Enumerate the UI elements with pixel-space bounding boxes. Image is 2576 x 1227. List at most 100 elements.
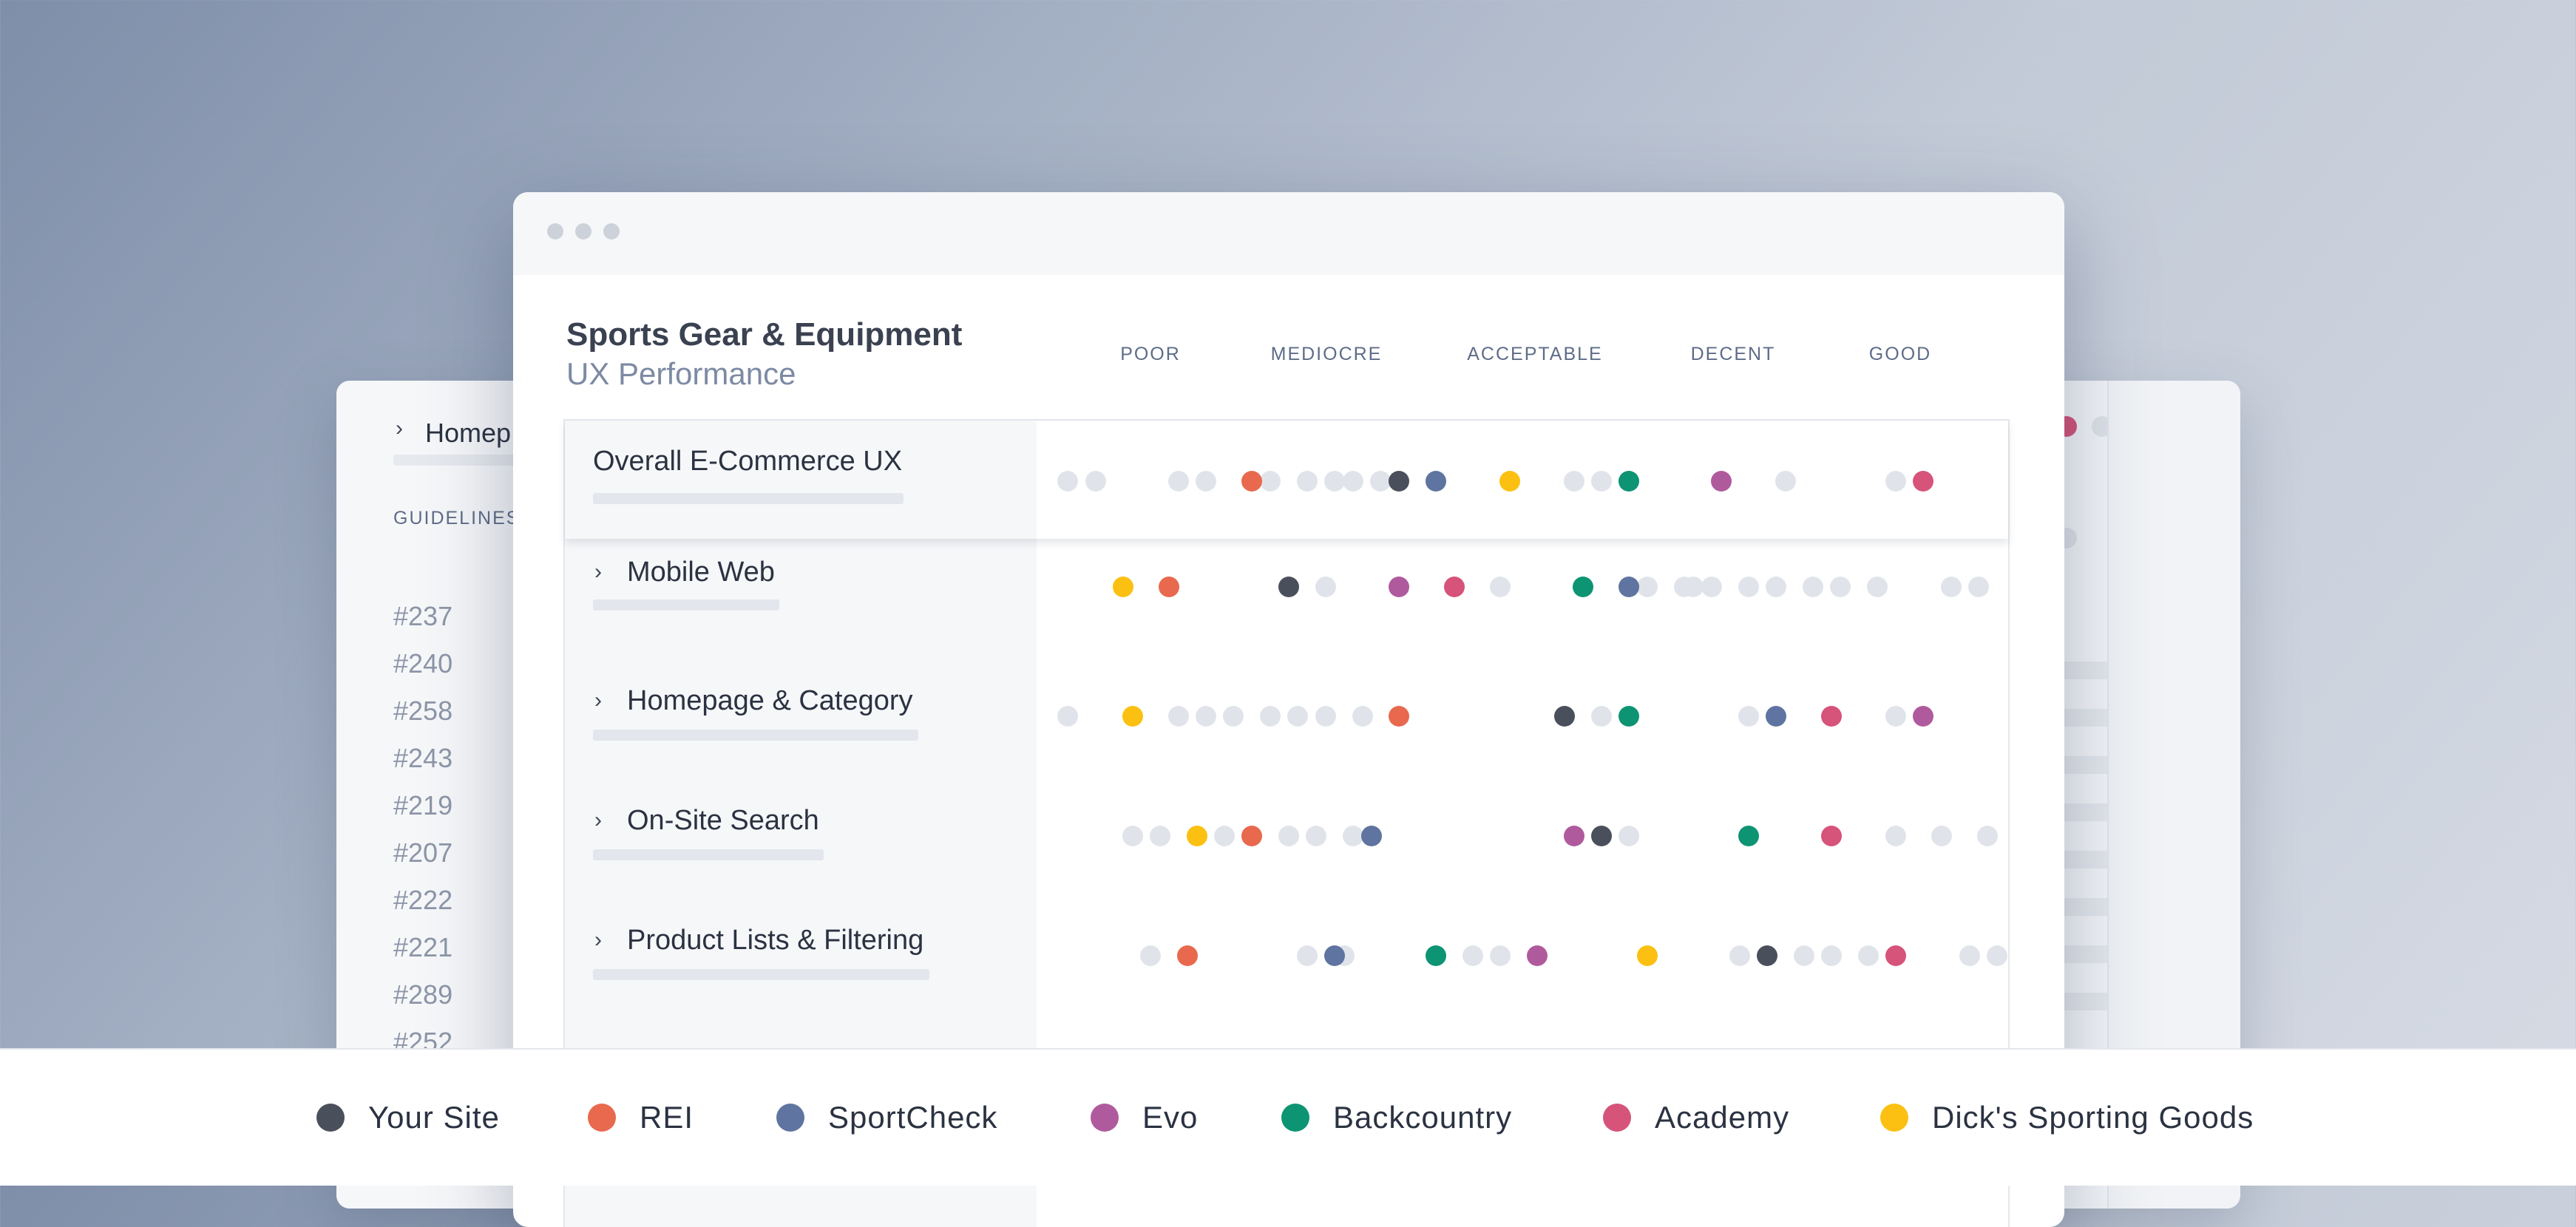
score-dot-dick-s-sporting-goods[interactable] <box>1122 706 1143 727</box>
neutral-score-dot[interactable] <box>1260 471 1281 492</box>
guideline-id[interactable]: #240 <box>393 648 453 679</box>
guideline-id[interactable]: #219 <box>393 790 453 820</box>
guideline-id[interactable]: #221 <box>393 932 453 962</box>
neutral-score-dot[interactable] <box>1085 471 1106 492</box>
neutral-score-dot[interactable] <box>1637 577 1658 597</box>
score-dot-dick-s-sporting-goods[interactable] <box>1186 826 1207 846</box>
neutral-score-dot[interactable] <box>1057 471 1079 492</box>
neutral-score-dot[interactable] <box>1766 577 1787 597</box>
neutral-score-dot[interactable] <box>1590 706 1612 727</box>
neutral-score-dot[interactable] <box>1352 706 1373 727</box>
neutral-score-dot[interactable] <box>1563 471 1584 492</box>
score-dot-sportcheck[interactable] <box>1324 945 1346 966</box>
neutral-score-dot[interactable] <box>1968 577 1989 597</box>
neutral-score-dot[interactable] <box>1213 826 1235 846</box>
neutral-score-dot[interactable] <box>1122 826 1143 846</box>
score-dot-evo[interactable] <box>1563 826 1584 846</box>
score-dot-backcountry[interactable] <box>1738 826 1759 846</box>
neutral-score-dot[interactable] <box>1940 577 1962 597</box>
neutral-score-dot[interactable] <box>1729 945 1750 966</box>
score-dot-rei[interactable] <box>1159 577 1180 597</box>
chevron-right-icon[interactable]: › <box>396 416 403 441</box>
neutral-score-dot[interactable] <box>1619 826 1640 846</box>
neutral-score-dot[interactable] <box>1343 471 1364 492</box>
neutral-score-dot[interactable] <box>1490 945 1511 966</box>
score-dot-your-site[interactable] <box>1590 826 1612 846</box>
neutral-score-dot[interactable] <box>1196 706 1217 727</box>
neutral-score-dot[interactable] <box>1490 577 1511 597</box>
legend-item[interactable]: Dick's Sporting Goods <box>1880 1050 2254 1186</box>
window-control-dot[interactable] <box>603 223 620 239</box>
neutral-score-dot[interactable] <box>1306 826 1327 846</box>
score-dot-evo[interactable] <box>1389 577 1410 597</box>
score-dot-your-site[interactable] <box>1389 471 1410 492</box>
neutral-score-dot[interactable] <box>1590 471 1612 492</box>
neutral-score-dot[interactable] <box>1167 471 1189 492</box>
chevron-right-icon[interactable]: › <box>594 808 602 832</box>
neutral-score-dot[interactable] <box>1857 945 1879 966</box>
neutral-score-dot[interactable] <box>1885 826 1907 846</box>
neutral-score-dot[interactable] <box>1296 945 1318 966</box>
chevron-right-icon[interactable]: › <box>594 688 602 713</box>
score-dot-your-site[interactable] <box>1554 706 1576 727</box>
score-dot-rei[interactable] <box>1389 706 1410 727</box>
score-dot-academy[interactable] <box>1443 577 1465 597</box>
guideline-id[interactable]: #222 <box>393 885 453 915</box>
neutral-score-dot[interactable] <box>1830 577 1851 597</box>
neutral-score-dot[interactable] <box>1683 577 1704 597</box>
neutral-score-dot[interactable] <box>1977 826 1999 846</box>
score-dot-your-site[interactable] <box>1756 945 1777 966</box>
guideline-id[interactable]: #258 <box>393 696 453 726</box>
neutral-score-dot[interactable] <box>1296 471 1318 492</box>
neutral-score-dot[interactable] <box>1701 577 1723 597</box>
neutral-score-dot[interactable] <box>1278 826 1299 846</box>
neutral-score-dot[interactable] <box>1986 945 2007 966</box>
score-dot-academy[interactable] <box>1820 826 1842 846</box>
score-dot-rei[interactable] <box>1241 826 1263 846</box>
score-dot-dick-s-sporting-goods[interactable] <box>1637 945 1658 966</box>
neutral-score-dot[interactable] <box>1287 706 1309 727</box>
category-row[interactable]: › Mobile Web <box>565 539 2008 659</box>
neutral-score-dot[interactable] <box>1196 471 1217 492</box>
window-control-dot[interactable] <box>575 223 592 239</box>
neutral-score-dot[interactable] <box>1793 945 1814 966</box>
category-row[interactable]: › Product Lists & Filtering <box>565 898 2008 1018</box>
category-row[interactable]: › On-Site Search <box>565 778 2008 898</box>
neutral-score-dot[interactable] <box>1462 945 1483 966</box>
legend-item[interactable]: Evo <box>1091 1050 1198 1186</box>
neutral-score-dot[interactable] <box>1370 471 1392 492</box>
neutral-score-dot[interactable] <box>1931 826 1953 846</box>
neutral-score-dot[interactable] <box>1885 471 1907 492</box>
guideline-id[interactable]: #207 <box>393 837 453 868</box>
score-dot-sportcheck[interactable] <box>1619 577 1640 597</box>
score-dot-rei[interactable] <box>1177 945 1199 966</box>
score-dot-dick-s-sporting-goods[interactable] <box>1499 471 1520 492</box>
neutral-score-dot[interactable] <box>1803 577 1824 597</box>
legend-item[interactable]: REI <box>588 1050 694 1186</box>
score-dot-backcountry[interactable] <box>1619 706 1640 727</box>
score-dot-backcountry[interactable] <box>1619 471 1640 492</box>
guideline-id[interactable]: #289 <box>393 979 453 1010</box>
legend-item[interactable]: Academy <box>1603 1050 1789 1186</box>
score-dot-evo[interactable] <box>1710 471 1732 492</box>
neutral-score-dot[interactable] <box>1140 945 1162 966</box>
neutral-score-dot[interactable] <box>1738 577 1759 597</box>
neutral-score-dot[interactable] <box>1223 706 1244 727</box>
score-dot-academy[interactable] <box>1820 706 1842 727</box>
chevron-right-icon[interactable]: › <box>594 928 602 952</box>
legend-item[interactable]: Backcountry <box>1281 1050 1512 1186</box>
neutral-score-dot[interactable] <box>1149 826 1170 846</box>
neutral-score-dot[interactable] <box>1959 945 1980 966</box>
neutral-score-dot[interactable] <box>1315 577 1336 597</box>
neutral-score-dot[interactable] <box>1167 706 1189 727</box>
score-dot-your-site[interactable] <box>1278 577 1299 597</box>
neutral-score-dot[interactable] <box>1343 826 1364 846</box>
guideline-id[interactable]: #237 <box>393 601 453 631</box>
neutral-score-dot[interactable] <box>1057 706 1079 727</box>
neutral-score-dot[interactable] <box>1324 471 1346 492</box>
window-control-dot[interactable] <box>547 223 563 239</box>
neutral-score-dot[interactable] <box>1738 706 1759 727</box>
score-dot-dick-s-sporting-goods[interactable] <box>1113 577 1134 597</box>
score-dot-academy[interactable] <box>1885 945 1907 966</box>
score-dot-backcountry[interactable] <box>1426 945 1447 966</box>
